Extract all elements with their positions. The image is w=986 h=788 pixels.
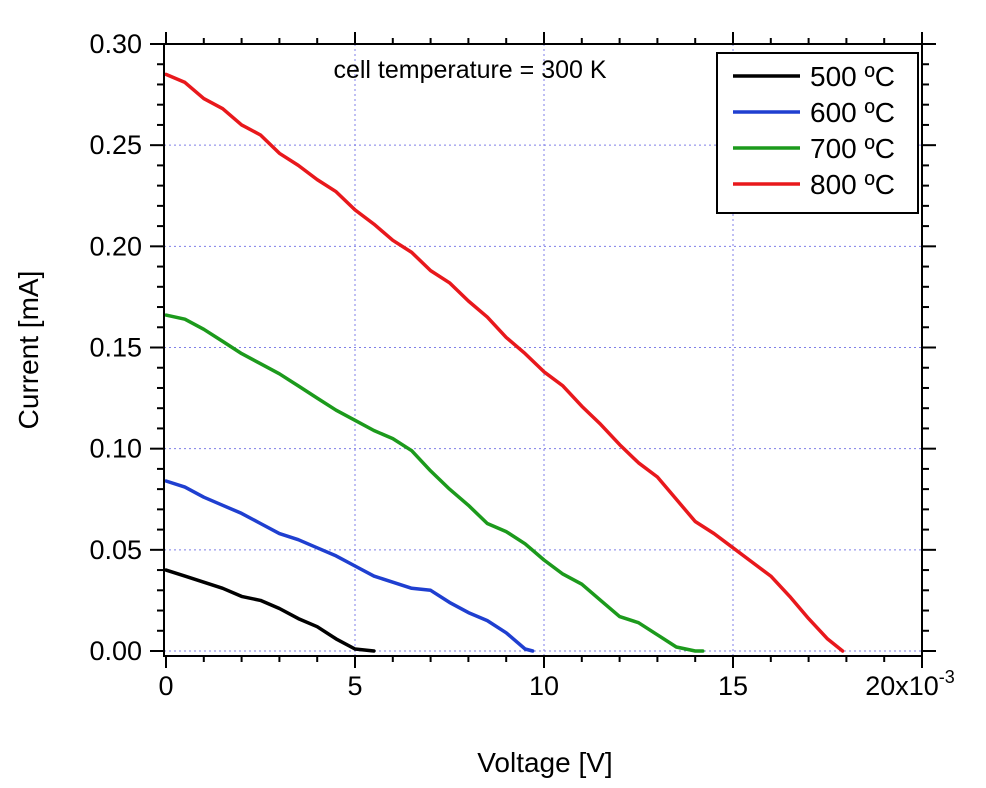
y-tick-label: 0.30 xyxy=(89,29,142,59)
y-tick-label: 0.20 xyxy=(89,231,142,261)
legend-label: 800 ºC xyxy=(810,169,895,200)
y-tick-label: 0.00 xyxy=(89,636,142,666)
y-tick-label: 0.15 xyxy=(89,333,142,363)
legend: 500 ºC 600 ºC 700 ºC 800 ºC xyxy=(716,52,919,214)
legend-label: 700 ºC xyxy=(810,133,895,164)
x-tick-label: 15 xyxy=(718,671,748,701)
x-tick-label: 0 xyxy=(158,671,173,701)
legend-label: 600 ºC xyxy=(810,97,895,128)
legend-label: 500 ºC xyxy=(810,61,895,92)
x-tick-labels: 0 5 10 15 20x10-3 xyxy=(158,667,954,701)
series-line-1 xyxy=(164,568,376,653)
chart-annotation: cell temperature = 300 K xyxy=(333,56,606,84)
x-tick-label-last: 20x10-3 xyxy=(865,667,955,701)
axis-ticks xyxy=(150,32,936,668)
legend-items: 500 ºC 600 ºC 700 ºC 800 ºC xyxy=(733,61,895,200)
series-line-2 xyxy=(164,479,535,653)
series-lines xyxy=(164,72,845,653)
y-axis-label: Current [mA] xyxy=(13,271,44,430)
y-tick-label: 0.25 xyxy=(89,130,142,160)
y-tick-labels: 0.00 0.05 0.10 0.15 0.20 0.25 0.30 xyxy=(89,29,142,666)
series-line-4 xyxy=(164,72,845,653)
legend-box xyxy=(716,52,919,214)
y-tick-label: 0.10 xyxy=(89,434,142,464)
x-tick-exponent: -3 xyxy=(939,667,955,687)
y-tick-label: 0.05 xyxy=(89,535,142,565)
x-tick-label: 10 xyxy=(529,671,559,701)
x-axis-label: Voltage [V] xyxy=(477,747,612,778)
series-line-3 xyxy=(164,313,705,653)
x-tick-label: 5 xyxy=(347,671,362,701)
